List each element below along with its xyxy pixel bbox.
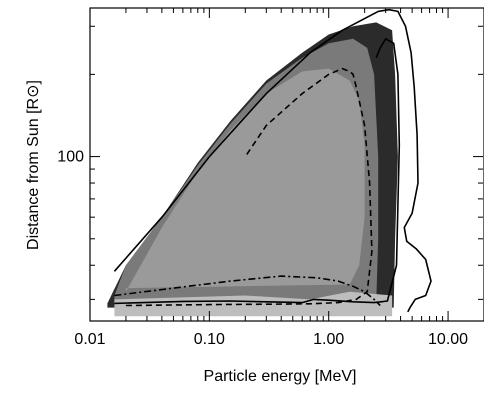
x-tick-label: 0.10 xyxy=(194,331,225,348)
contour-dash-dot xyxy=(114,275,381,307)
density-fill-layer xyxy=(107,22,398,317)
contour-outer xyxy=(113,8,432,313)
x-tick-label: 0.01 xyxy=(74,331,105,348)
density-region-light xyxy=(125,68,365,292)
density-region-floor xyxy=(114,291,393,317)
contour-layer xyxy=(113,8,432,313)
x-axis-title: Particle energy [MeV] xyxy=(204,368,357,385)
axes xyxy=(89,7,484,322)
y-axis-title: Distance from Sun [R⊙] xyxy=(25,80,42,250)
contour-dashed xyxy=(125,67,373,307)
x-tick-label: 10.00 xyxy=(428,331,468,348)
y-tick-label: 100 xyxy=(57,149,84,166)
contour-inner xyxy=(114,38,401,305)
plot-frame xyxy=(89,7,484,322)
x-tick-label: 1.00 xyxy=(313,331,344,348)
tick-labels: 0.01 0.10 1.00 10.00 100 xyxy=(57,149,468,348)
